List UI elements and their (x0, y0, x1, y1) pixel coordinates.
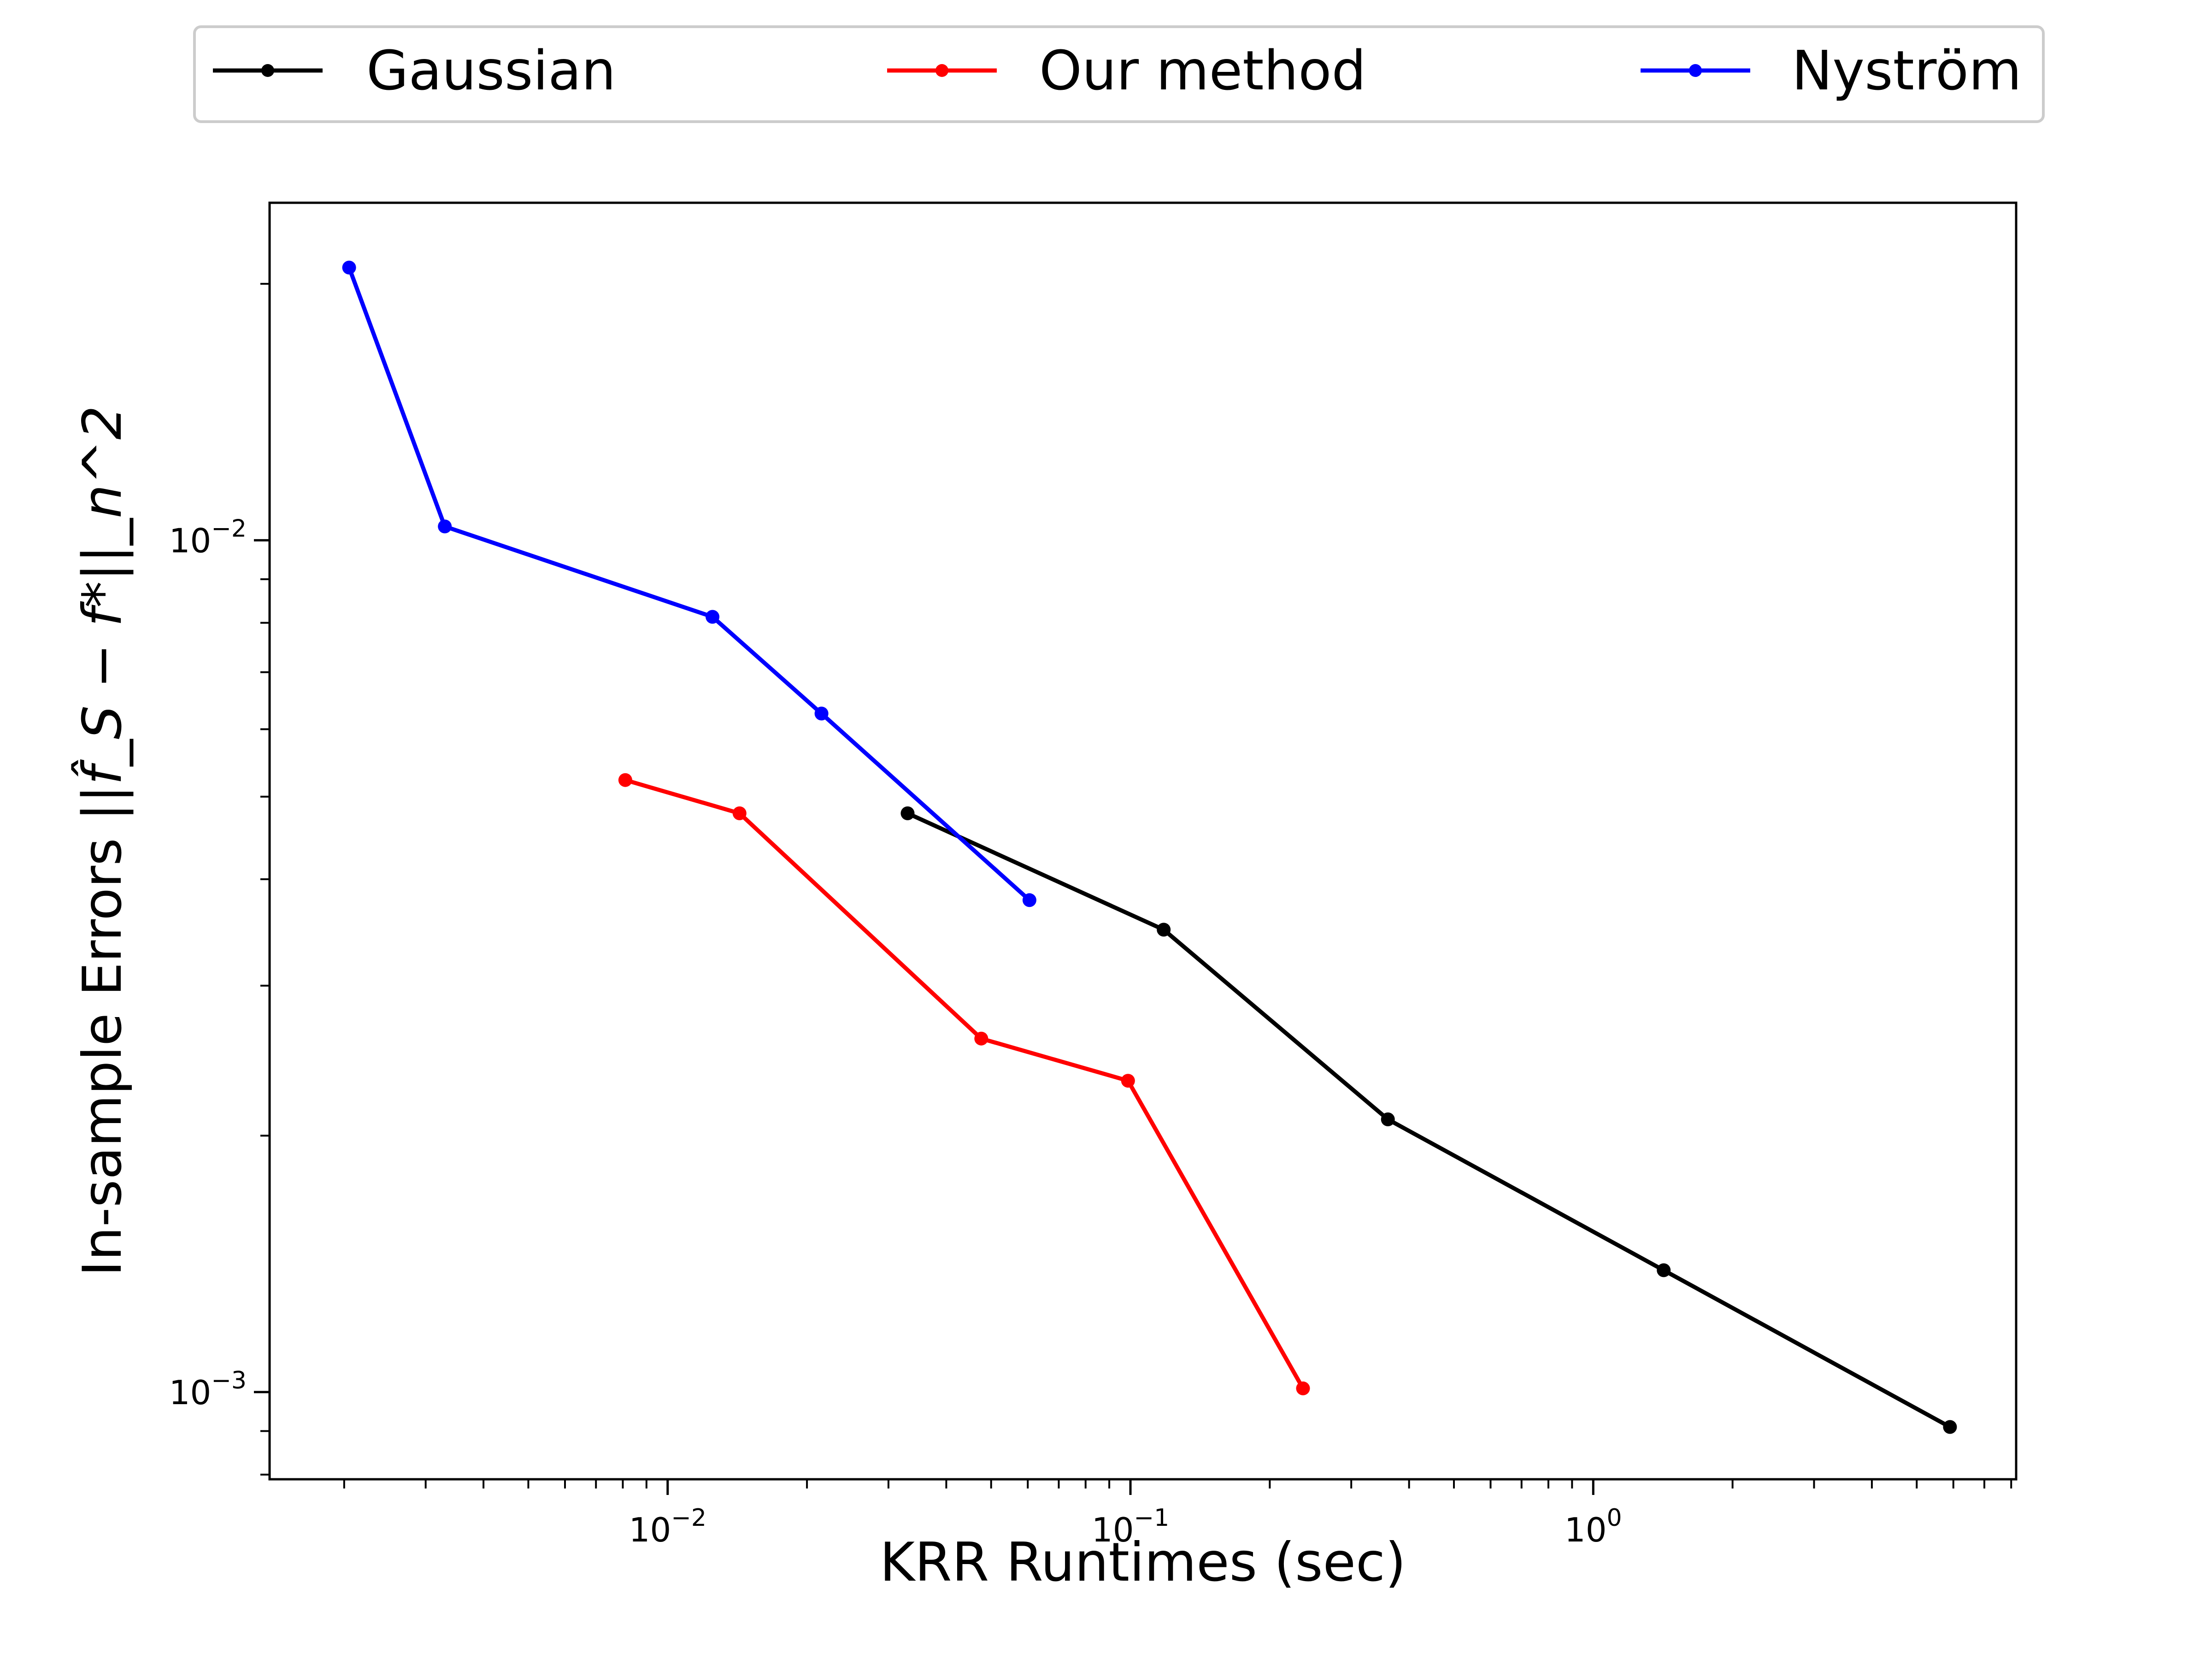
legend-label-gaussian: Gaussian (366, 39, 616, 102)
y-tick-label-exponent: −3 (211, 1367, 247, 1394)
y-axis-label: In-sample Errors ||f̂_S − f*||_n^2 (71, 406, 134, 1276)
data-point-our-method (1121, 1074, 1135, 1088)
legend-entry-our-method: Our method (887, 39, 1366, 102)
x-tick-label-base: 10 (1092, 1511, 1134, 1549)
legend-label-nystrom: Nyström (1792, 39, 2022, 102)
data-point-gaussian (1657, 1263, 1671, 1277)
y-tick-label: 10−3 (169, 1367, 247, 1412)
series-nystr-m (342, 260, 1036, 907)
y-tick-label-exponent: −2 (211, 515, 247, 542)
x-tick-label-exponent: −2 (671, 1504, 706, 1532)
y-axis-label-text: In-sample Errors (71, 821, 134, 1276)
x-tick-label-exponent: −1 (1134, 1504, 1170, 1532)
data-point-nystr-m (814, 706, 829, 721)
legend-marker-gaussian (261, 64, 274, 77)
legend-label-our-method: Our method (1039, 39, 1366, 102)
data-point-nystr-m (438, 519, 452, 534)
legend-marker-our-method (935, 64, 948, 77)
legend-frame (193, 25, 2045, 123)
y-tick-label-base: 10 (169, 521, 212, 560)
data-point-nystr-m (706, 610, 720, 624)
data-point-nystr-m (342, 260, 356, 275)
x-tick-label: 10−1 (1092, 1504, 1169, 1549)
data-point-our-method (1296, 1381, 1310, 1395)
x-tick-label-base: 10 (629, 1511, 671, 1549)
legend-entry-gaussian: Gaussian (213, 39, 616, 102)
data-point-gaussian (1943, 1420, 1957, 1434)
data-point-gaussian (900, 806, 915, 820)
data-point-nystr-m (1022, 893, 1036, 907)
y-tick-label-base: 10 (169, 1373, 212, 1412)
series-our-method (618, 773, 1310, 1395)
data-point-gaussian (1381, 1112, 1395, 1126)
x-axis-label: KRR Runtimes (sec) (880, 1531, 1406, 1594)
series-gaussian (900, 806, 1957, 1434)
series-layer (342, 260, 1957, 1434)
y-tick-label: 10−2 (169, 515, 247, 560)
legend-marker-nystrom (1689, 64, 1702, 77)
plot-background (270, 203, 2016, 1479)
data-point-our-method (618, 773, 632, 787)
legend: Gaussian Our method Nyström (193, 25, 2045, 123)
legend-entry-nystrom: Nyström (1641, 39, 2022, 102)
data-point-our-method (732, 806, 747, 820)
x-tick-label-base: 10 (1565, 1511, 1607, 1549)
data-point-gaussian (1157, 923, 1171, 937)
data-point-our-method (974, 1031, 988, 1046)
x-tick-label: 100 (1565, 1504, 1622, 1549)
y-axis-label-math: ||f̂_S − f*||_n^2 (71, 406, 134, 821)
x-tick-label: 10−2 (629, 1504, 706, 1549)
x-tick-label-exponent: 0 (1607, 1504, 1622, 1532)
plot-frame (268, 201, 2018, 1481)
